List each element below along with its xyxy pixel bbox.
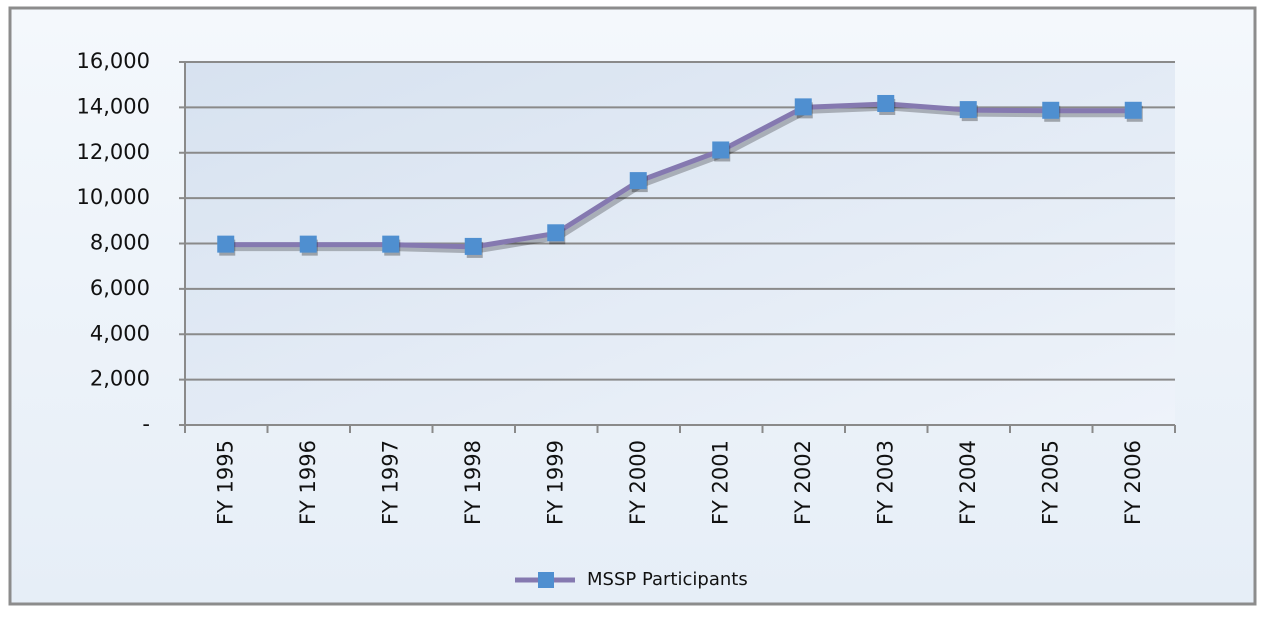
x-tick-label: FY 2001	[708, 440, 732, 525]
x-tick-label: FY 2003	[873, 440, 897, 525]
x-tick-label: FY 1995	[213, 440, 237, 525]
legend-label: MSSP Participants	[587, 569, 748, 590]
y-tick-label: 12,000	[77, 140, 150, 164]
y-tick-label: 2,000	[90, 367, 150, 391]
y-tick-label: 16,000	[77, 49, 150, 73]
x-tick-label: FY 2006	[1121, 440, 1145, 525]
y-tick-label: 10,000	[77, 185, 150, 209]
y-tick-label: 8,000	[90, 231, 150, 255]
marker	[1124, 101, 1142, 119]
y-tick-label: 4,000	[90, 321, 150, 345]
x-tick-label: FY 1996	[296, 440, 320, 525]
x-tick-label: FY 2005	[1038, 440, 1062, 525]
marker	[877, 94, 895, 112]
x-tick-label: FY 1998	[461, 440, 485, 525]
marker	[217, 235, 235, 253]
marker	[794, 98, 812, 116]
x-tick-label: FY 1997	[378, 440, 402, 525]
marker	[382, 235, 400, 253]
marker	[712, 141, 730, 159]
marker	[464, 237, 482, 255]
y-tick-label: -	[142, 412, 150, 436]
marker	[959, 101, 977, 119]
x-tick-label: FY 2002	[791, 440, 815, 525]
y-tick-label: 6,000	[90, 276, 150, 300]
marker	[547, 224, 565, 242]
marker	[629, 172, 647, 190]
x-tick-label: FY 1999	[543, 440, 567, 525]
legend-marker	[538, 572, 554, 588]
x-tick-label: FY 2004	[956, 440, 980, 525]
marker	[1042, 101, 1060, 119]
y-tick-label: 14,000	[77, 94, 150, 118]
x-tick-label: FY 2000	[626, 440, 650, 525]
marker	[299, 235, 317, 253]
series-line	[226, 101, 1134, 250]
line-shadow	[229, 105, 1137, 254]
